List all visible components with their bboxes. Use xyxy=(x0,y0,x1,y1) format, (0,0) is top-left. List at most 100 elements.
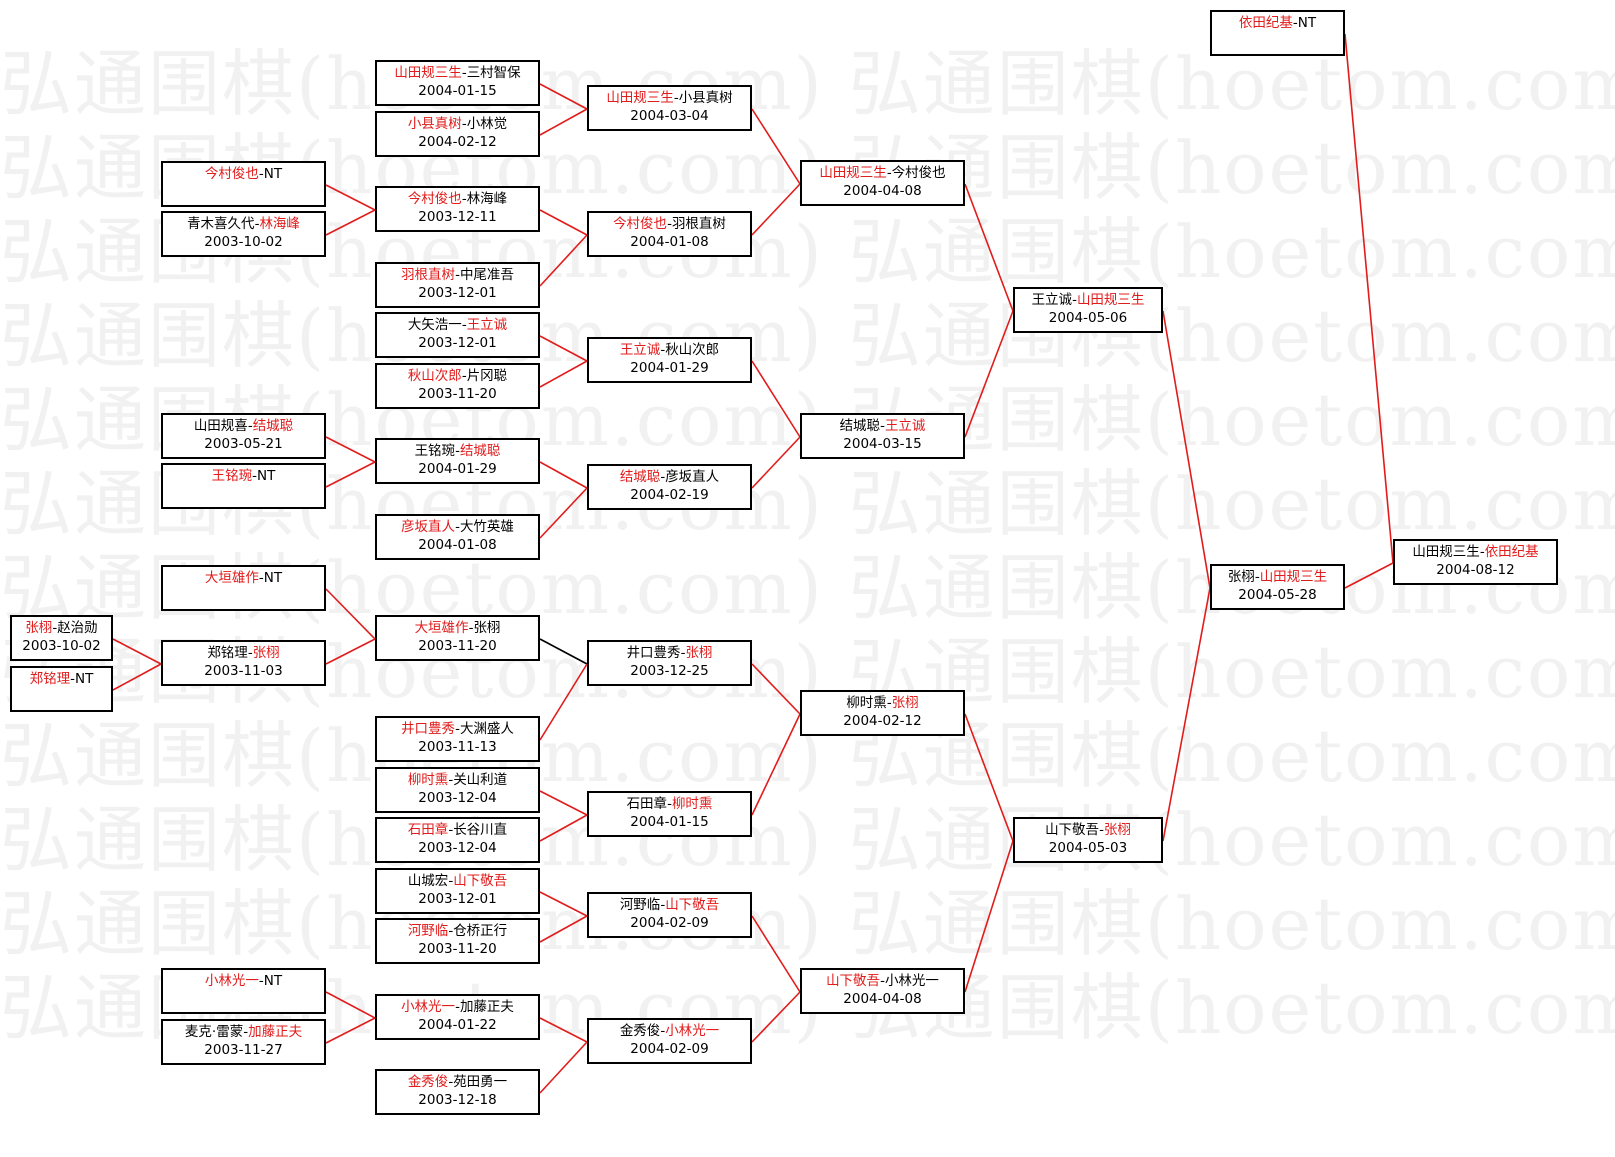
separator: - xyxy=(258,570,264,586)
match-box[interactable]: 山田规三生-依田纪基 2004-08-12 xyxy=(1393,539,1558,585)
match-box[interactable]: 王立诚-山田规三生 2004-05-06 xyxy=(1013,287,1163,333)
bracket-connector xyxy=(751,915,801,993)
match-box[interactable]: 山下敬吾-张栩 2004-05-03 xyxy=(1013,817,1163,863)
player-left: 山田规喜 xyxy=(193,418,248,434)
separator: - xyxy=(455,999,460,1015)
separator: - xyxy=(680,645,686,661)
match-box[interactable]: 青木喜久代-林海峰 2003-10-02 xyxy=(161,211,326,257)
bracket-connector xyxy=(964,713,1014,842)
separator: - xyxy=(254,216,260,232)
match-box[interactable]: 小林光一-加藤正夫 2004-01-22 xyxy=(375,994,540,1040)
player-right: 山田规三生 xyxy=(1076,292,1145,308)
player-right: 长谷川直 xyxy=(453,822,508,838)
match-box[interactable]: 井口豊秀-大渊盛人 2003-11-13 xyxy=(375,716,540,762)
match-box[interactable]: 柳时熏-关山利道 2003-12-04 xyxy=(375,767,540,813)
match-box[interactable]: 王铭琬-NT xyxy=(161,463,326,509)
player-left: 河野临 xyxy=(407,923,449,939)
match-box[interactable]: 山城宏-山下敬吾 2003-12-01 xyxy=(375,868,540,914)
match-date: 2004-02-19 xyxy=(630,487,709,503)
match-box[interactable]: 秋山次郎-片冈聪 2003-11-20 xyxy=(375,363,540,409)
match-box[interactable]: 金秀俊-小林光一 2004-02-09 xyxy=(587,1018,752,1064)
match-players: 井口豊秀-大渊盛人 xyxy=(377,720,538,738)
match-box[interactable]: 麦克·雷蒙-加藤正夫 2003-11-27 xyxy=(161,1019,326,1065)
bracket-connector xyxy=(539,663,588,741)
player-left: 井口豊秀 xyxy=(626,645,681,661)
match-box[interactable]: 大垣雄作-NT xyxy=(161,565,326,611)
bracket-connector xyxy=(751,108,801,185)
match-box[interactable]: 河野临-山下敬吾 2004-02-09 xyxy=(587,892,752,938)
match-box[interactable]: 羽根直树-中尾准吾 2003-12-01 xyxy=(375,262,540,308)
match-players: 今村俊也-林海峰 xyxy=(377,190,538,208)
match-date: 2003-12-18 xyxy=(418,1092,497,1108)
match-box[interactable]: 结城聪-王立诚 2004-03-15 xyxy=(800,413,965,459)
player-left: 结城聪 xyxy=(619,469,661,485)
match-box[interactable]: 石田章-长谷川直 2003-12-04 xyxy=(375,817,540,863)
bracket-connector xyxy=(325,184,376,211)
player-right: 三村智保 xyxy=(466,65,521,81)
match-box[interactable]: 张栩-山田规三生 2004-05-28 xyxy=(1210,564,1345,610)
match-players: 大垣雄作-NT xyxy=(163,569,324,587)
bracket-connector xyxy=(964,840,1014,993)
match-box[interactable]: 山田规三生-今村俊也 2004-04-08 xyxy=(800,160,965,206)
match-box[interactable]: 小县真树-小林觉 2004-02-12 xyxy=(375,111,540,157)
bracket-connector xyxy=(751,663,801,715)
match-box[interactable]: 今村俊也-林海峰 2003-12-11 xyxy=(375,186,540,232)
bracket-connector xyxy=(325,209,376,236)
match-box[interactable]: 依田纪基-NT xyxy=(1210,10,1345,56)
match-box[interactable]: 柳时熏-张栩 2004-02-12 xyxy=(800,690,965,736)
player-right: NT xyxy=(257,468,276,484)
player-left: 结城聪 xyxy=(839,418,881,434)
match-players: 秋山次郎-片冈聪 xyxy=(377,367,538,385)
match-box[interactable]: 井口豊秀-张栩 2003-12-25 xyxy=(587,640,752,686)
match-box[interactable]: 河野临-仓桥正行 2003-11-20 xyxy=(375,918,540,964)
match-players: 大矢浩一-王立诚 xyxy=(377,316,538,334)
match-date: 2004-01-08 xyxy=(630,234,709,250)
match-box[interactable]: 结城聪-彦坂直人 2004-02-19 xyxy=(587,464,752,510)
bracket-connector xyxy=(751,436,801,489)
match-box[interactable]: 小林光一-NT xyxy=(161,968,326,1014)
match-box[interactable]: 石田章-柳时熏 2004-01-15 xyxy=(587,791,752,837)
match-date: 2004-04-08 xyxy=(843,183,922,199)
separator: - xyxy=(448,873,454,889)
separator: - xyxy=(258,973,264,989)
bracket-connector xyxy=(539,638,588,665)
separator: - xyxy=(660,469,666,485)
match-box[interactable]: 山田规三生-小县真树 2004-03-04 xyxy=(587,85,752,131)
match-box[interactable]: 山田规三生-三村智保 2004-01-15 xyxy=(375,60,540,106)
separator: - xyxy=(70,671,75,687)
bracket-connector xyxy=(325,461,376,488)
player-right: 王立诚 xyxy=(884,418,926,434)
bracket-connector xyxy=(1162,587,1211,842)
bracket-connector xyxy=(751,360,801,438)
match-box[interactable]: 王铭琬-结城聪 2004-01-29 xyxy=(375,438,540,484)
bracket-connector xyxy=(539,1017,588,1043)
player-left: 王铭琬 xyxy=(211,468,253,484)
bracket-connector xyxy=(751,991,801,1043)
watermark-text: 弘通围棋(hoetom.com) 弘通围棋(hoetom.com) 弘通围棋( xyxy=(0,42,1615,126)
match-date: 2003-11-27 xyxy=(204,1042,283,1058)
player-left: 郑铭理 xyxy=(29,671,71,687)
match-box[interactable]: 金秀俊-苑田勇一 2003-12-18 xyxy=(375,1069,540,1115)
match-box[interactable]: 郑铭理-NT xyxy=(10,666,113,712)
match-players: 山田规三生-今村俊也 xyxy=(802,164,963,182)
match-box[interactable]: 山下敬吾-小林光一 2004-04-08 xyxy=(800,968,965,1014)
match-box[interactable]: 今村俊也-NT xyxy=(161,161,326,207)
match-box[interactable]: 大矢浩一-王立诚 2003-12-01 xyxy=(375,312,540,358)
match-box[interactable]: 大垣雄作-张栩 2003-11-20 xyxy=(375,615,540,661)
separator: - xyxy=(660,1023,666,1039)
match-box[interactable]: 郑铭理-张栩 2003-11-03 xyxy=(161,640,326,686)
match-date: 2003-11-13 xyxy=(418,739,497,755)
match-box[interactable]: 张栩-赵治勋 2003-10-02 xyxy=(10,615,113,661)
match-date: 2004-01-29 xyxy=(418,461,497,477)
match-box[interactable]: 山田规喜-结城聪 2003-05-21 xyxy=(161,413,326,459)
match-box[interactable]: 王立诚-秋山次郎 2004-01-29 xyxy=(587,337,752,383)
watermark-text: 弘通围棋(hoetom.com) 弘通围棋(hoetom.com) 弘通围棋( xyxy=(0,798,1615,882)
match-date: 2003-10-02 xyxy=(204,234,283,250)
match-box[interactable]: 今村俊也-羽根直树 2004-01-08 xyxy=(587,211,752,257)
bracket-connector xyxy=(325,588,376,640)
bracket-connector xyxy=(539,814,588,842)
match-date: 2004-02-12 xyxy=(418,134,497,150)
match-box[interactable]: 彦坂直人-大竹英雄 2004-01-08 xyxy=(375,514,540,560)
bracket-connector xyxy=(539,915,588,943)
separator: - xyxy=(1254,569,1260,585)
